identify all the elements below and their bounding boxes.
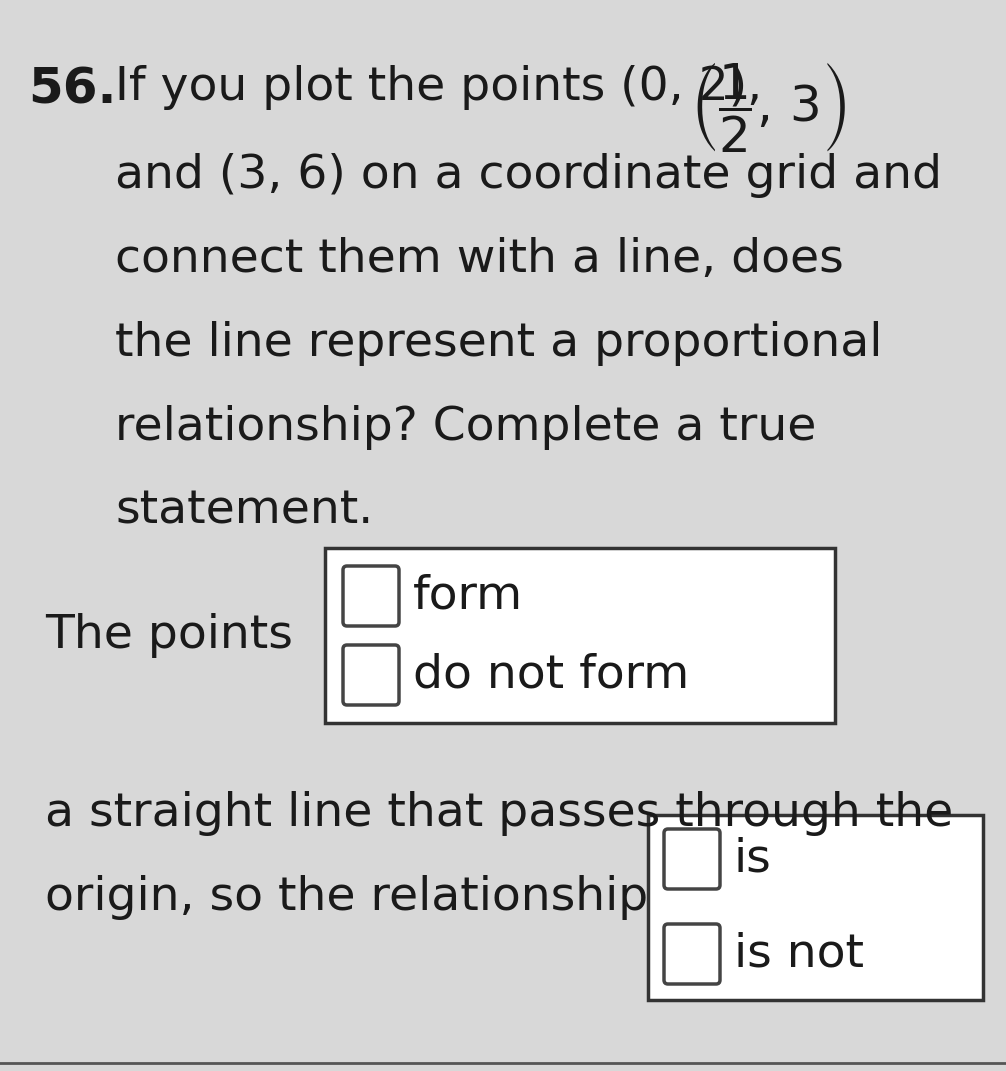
- Text: the line represent a proportional: the line represent a proportional: [115, 321, 882, 366]
- Text: $\left(\dfrac{1}{2},\,3\right)$: $\left(\dfrac{1}{2},\,3\right)$: [690, 60, 846, 154]
- Bar: [648, 815, 983, 1000]
- Text: relationship? Complete a true: relationship? Complete a true: [115, 405, 817, 450]
- Text: a straight line that passes through the: a straight line that passes through the: [45, 791, 954, 836]
- Bar: [325, 548, 835, 723]
- Text: connect them with a line, does: connect them with a line, does: [115, 237, 844, 282]
- FancyBboxPatch shape: [664, 829, 720, 889]
- FancyBboxPatch shape: [664, 924, 720, 984]
- Text: If you plot the points (0, 2),: If you plot the points (0, 2),: [115, 65, 777, 110]
- Text: statement.: statement.: [115, 489, 373, 534]
- Text: is: is: [734, 836, 772, 881]
- Text: 56.: 56.: [28, 65, 117, 114]
- Text: do not form: do not form: [413, 652, 689, 697]
- Text: origin, so the relationship: origin, so the relationship: [45, 875, 648, 920]
- FancyBboxPatch shape: [343, 565, 399, 627]
- Text: is not: is not: [734, 932, 864, 977]
- Text: and (3, 6) on a coordinate grid and: and (3, 6) on a coordinate grid and: [115, 153, 942, 198]
- Text: The points: The points: [45, 613, 293, 658]
- FancyBboxPatch shape: [343, 645, 399, 705]
- Text: form: form: [413, 573, 523, 618]
